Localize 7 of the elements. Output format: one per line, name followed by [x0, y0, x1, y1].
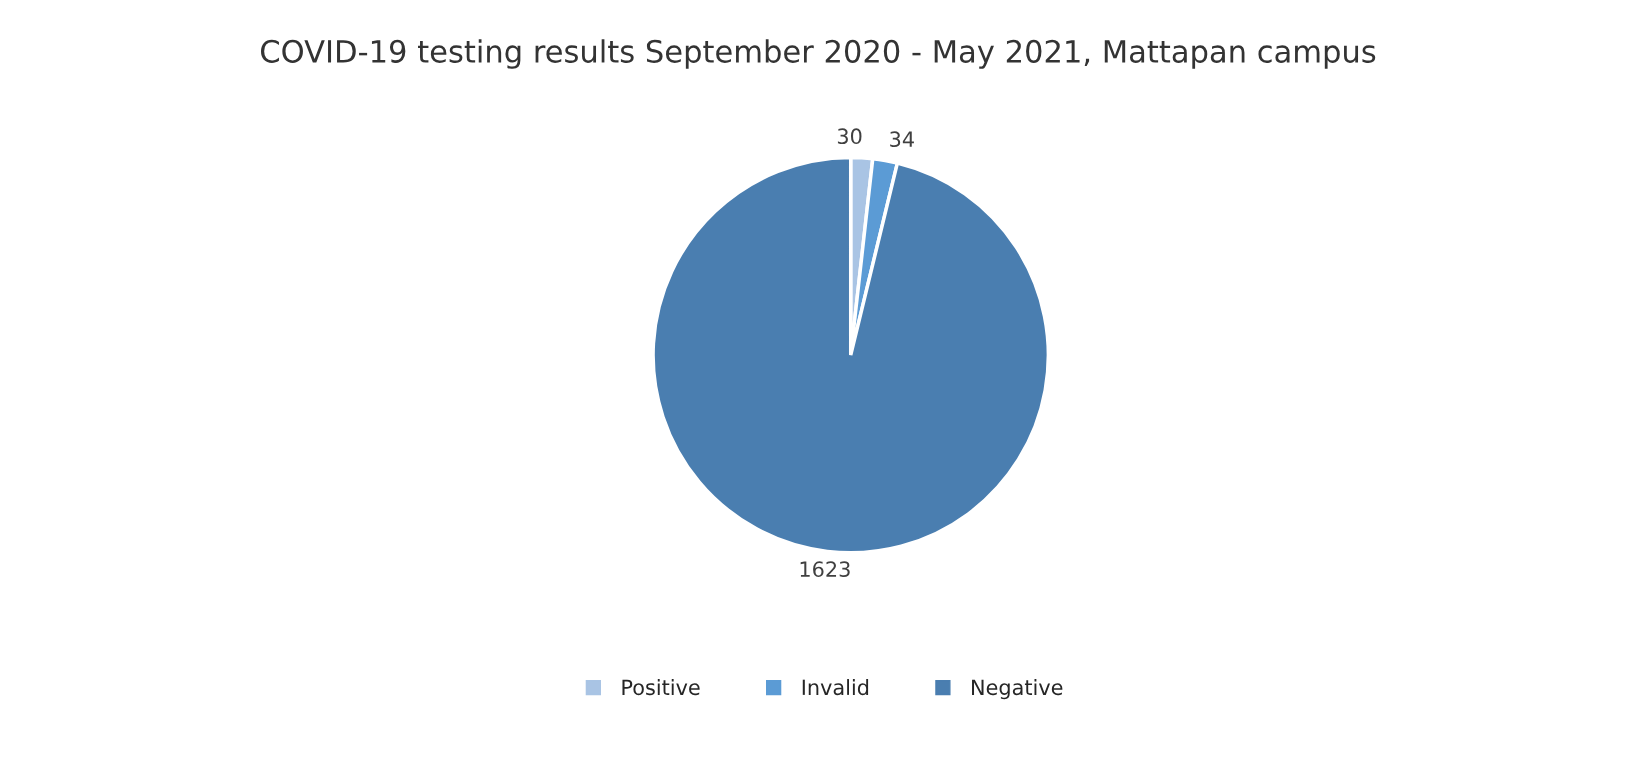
legend-label: Positive: [622, 679, 700, 696]
legend-label: Negative: [972, 679, 1063, 700]
chart-title: COVID-19 testing results September 2020 - May 2021, Mattapan campus: [261, 39, 1376, 69]
data-label: 30: [837, 128, 862, 145]
data-label: 34: [890, 131, 914, 148]
data-label: 1623: [800, 561, 850, 578]
legend-label: Invalid: [802, 679, 869, 696]
